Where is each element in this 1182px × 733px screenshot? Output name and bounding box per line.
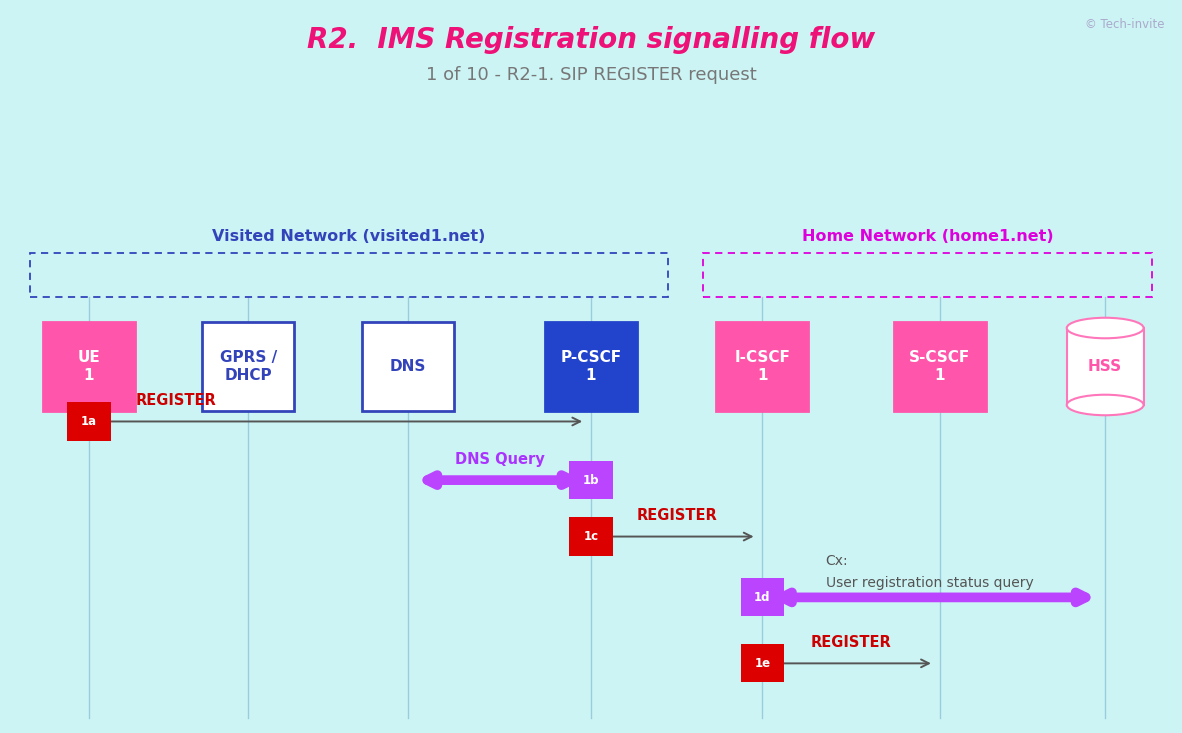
Text: Home Network (home1.net): Home Network (home1.net) xyxy=(803,229,1053,244)
FancyBboxPatch shape xyxy=(569,517,612,556)
FancyBboxPatch shape xyxy=(716,323,808,410)
FancyBboxPatch shape xyxy=(362,323,454,410)
Text: REGISTER: REGISTER xyxy=(811,636,891,650)
Text: Cx:: Cx: xyxy=(825,554,849,568)
Bar xyxy=(1067,328,1144,405)
FancyBboxPatch shape xyxy=(569,461,612,499)
Text: GPRS /
DHCP: GPRS / DHCP xyxy=(220,350,277,383)
Text: 1a: 1a xyxy=(80,415,97,428)
Text: © Tech-invite: © Tech-invite xyxy=(1085,18,1164,32)
Text: 1b: 1b xyxy=(583,474,599,487)
Text: DNS: DNS xyxy=(390,359,426,374)
FancyBboxPatch shape xyxy=(545,323,637,410)
Text: 1 of 10 - R2-1. SIP REGISTER request: 1 of 10 - R2-1. SIP REGISTER request xyxy=(426,66,756,84)
Text: R2.  IMS Registration signalling flow: R2. IMS Registration signalling flow xyxy=(307,26,875,54)
FancyBboxPatch shape xyxy=(43,323,135,410)
Text: User registration status query: User registration status query xyxy=(825,576,1033,590)
FancyBboxPatch shape xyxy=(740,644,785,682)
FancyBboxPatch shape xyxy=(66,402,111,441)
Text: DNS Query: DNS Query xyxy=(455,452,544,467)
Text: 1e: 1e xyxy=(754,657,771,670)
Text: P-CSCF
1: P-CSCF 1 xyxy=(560,350,622,383)
Text: REGISTER: REGISTER xyxy=(636,509,717,523)
Text: Visited Network (visited1.net): Visited Network (visited1.net) xyxy=(212,229,486,244)
Text: HSS: HSS xyxy=(1089,359,1122,374)
Text: I-CSCF
1: I-CSCF 1 xyxy=(734,350,791,383)
Text: 1d: 1d xyxy=(754,591,771,604)
Text: REGISTER: REGISTER xyxy=(136,394,216,408)
Text: 1c: 1c xyxy=(584,530,598,543)
FancyBboxPatch shape xyxy=(202,323,294,410)
Text: S-CSCF
1: S-CSCF 1 xyxy=(909,350,970,383)
Ellipse shape xyxy=(1067,394,1144,415)
FancyBboxPatch shape xyxy=(894,323,986,410)
Text: UE
1: UE 1 xyxy=(77,350,100,383)
FancyBboxPatch shape xyxy=(740,578,785,616)
Ellipse shape xyxy=(1067,318,1144,339)
